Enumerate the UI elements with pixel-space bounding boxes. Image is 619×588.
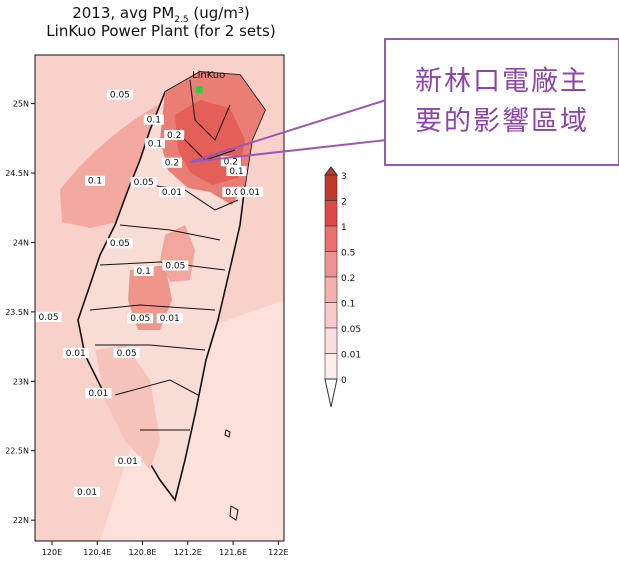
contour-label-bg — [133, 266, 154, 277]
contour-label-bg — [162, 260, 189, 271]
plant-label: LinKuo — [192, 70, 225, 81]
map-title-line1: 2013, avg PM2.5 (ug/m³) — [72, 4, 250, 25]
lat-tick-label: 23.5N — [5, 308, 29, 317]
contour-label-bg — [158, 186, 185, 197]
callout-leader-line-2 — [189, 99, 387, 163]
contour-label-bg — [113, 347, 140, 358]
contour-label-bg — [114, 456, 141, 467]
lon-tick-label: 120E — [42, 548, 62, 557]
contour-label-bg — [222, 186, 249, 197]
lon-tick-label: 120.8E — [129, 548, 157, 557]
map-frame — [34, 54, 285, 542]
contour-label-bg — [35, 311, 62, 322]
contour-label-bg — [156, 313, 183, 324]
map-title-line2: LinKuo Power Plant (for 2 sets) — [46, 22, 276, 40]
contour-label-bg — [164, 129, 185, 140]
contour-label-bg — [106, 238, 133, 249]
contour-label: 0.01 — [118, 457, 138, 467]
contour-label-bg — [85, 388, 112, 399]
callout-leader-line — [189, 139, 387, 163]
contour-label-bg — [127, 313, 154, 324]
contour-label: 0.05 — [110, 91, 130, 101]
contour-label-bg — [62, 347, 89, 358]
contour-label: 0.05 — [134, 178, 154, 188]
contour-label: 0.05 — [117, 349, 137, 359]
region-south — [95, 345, 160, 470]
lon-tick-label: 120.4E — [83, 548, 111, 557]
contour-label: 0.05 — [165, 261, 185, 271]
contour-label: 0.05 — [130, 314, 150, 324]
contour-label-bg — [144, 138, 165, 149]
contour-label-bg — [143, 114, 164, 125]
contour-label: 0.01 — [162, 188, 182, 198]
lat-tick-label: 22N — [13, 516, 29, 525]
contour-label-bg — [106, 89, 133, 100]
contour-label: 0.05 — [110, 239, 130, 249]
contour-label: 0.01 — [88, 389, 108, 399]
contour-label: 0.1 — [147, 116, 161, 126]
contour-label: 0.01 — [77, 488, 97, 498]
contour-label-bg — [74, 486, 101, 497]
lon-tick-label: 121.6E — [219, 548, 247, 557]
lat-tick-label: 22.5N — [5, 447, 29, 456]
contour-label-bg — [130, 177, 157, 188]
lat-tick-label: 23N — [13, 377, 29, 386]
lat-tick-label: 25N — [13, 100, 29, 109]
contour-label-bg — [220, 156, 241, 167]
contour-label: 0.01 — [66, 349, 86, 359]
lat-tick-label: 24.5N — [5, 169, 29, 178]
contour-label: 0.01 — [160, 314, 180, 324]
contour-label: 0.1 — [229, 167, 243, 177]
contour-label: 0.01 — [240, 188, 260, 198]
contour-label: 0.2 — [165, 159, 179, 169]
contour-label-bg — [161, 157, 182, 168]
contour-label: 0.05 — [39, 313, 59, 323]
contour-label: 0.1 — [148, 139, 162, 149]
callout-line2: 要的影響區域 — [415, 106, 589, 137]
axis-ticks: 120E 120.4E 120.8E 121.2E 121.6E 122E 25N 24.5N… — [5, 100, 288, 557]
annotation-callout: 新林口電廠主 要的影響區域 — [384, 38, 619, 166]
contour-label: 0.1 — [88, 177, 102, 187]
contour-label-bg — [226, 166, 247, 177]
lon-tick-label: 122E — [268, 548, 288, 557]
callout-line1: 新林口電廠主 — [415, 66, 589, 97]
contour-label-bg — [237, 186, 264, 197]
contour-label: 0.05 — [225, 188, 245, 198]
plant-marker — [195, 86, 203, 94]
contour-label: 0.2 — [167, 131, 181, 141]
lat-tick-label: 24N — [13, 238, 29, 247]
contour-labels: 0.050.10.10.10.20.2 0.20.10.050.01 0.050.0… — [35, 89, 264, 498]
lon-tick-label: 121.2E — [174, 548, 202, 557]
contour-label: 0.1 — [136, 267, 150, 277]
contour-label-bg — [84, 175, 105, 186]
contour-label: 0.2 — [224, 157, 238, 167]
